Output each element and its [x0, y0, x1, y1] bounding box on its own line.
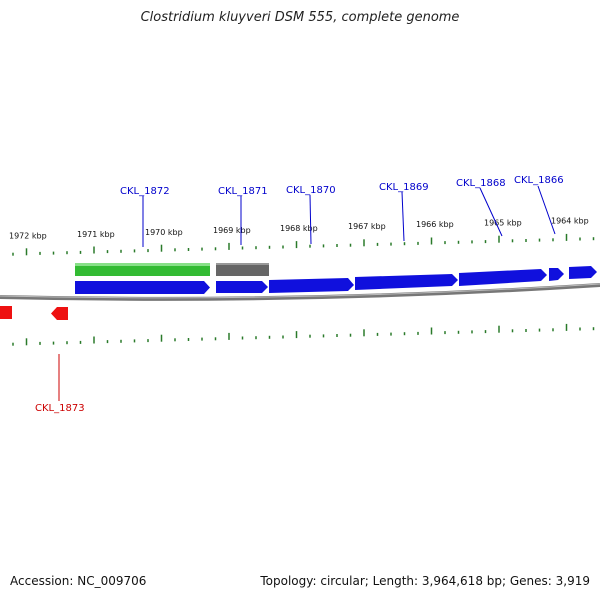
- genome-title: Clostridium kluyveri DSM 555, complete g…: [140, 10, 460, 25]
- scale-label: 1971 kbp: [77, 230, 115, 239]
- gene-arrow-ckl-1869[interactable]: [355, 274, 458, 290]
- gene-arrow-ckl-1868[interactable]: [459, 269, 547, 286]
- gene-arrow-ckl-1873[interactable]: [51, 307, 68, 320]
- gene-arrow-ckl-1867[interactable]: [549, 268, 564, 281]
- gene-arrow-minus-left[interactable]: [0, 306, 12, 319]
- feature-bar-grey[interactable]: [216, 263, 269, 276]
- feature-bar-grey-highlight: [216, 263, 269, 265]
- accession-text: Accession: NC_009706: [10, 574, 147, 588]
- rna-feature-bar-highlight: [75, 263, 210, 266]
- leader-ckl-1869: [401, 191, 405, 242]
- gene-arrow-ckl-1870[interactable]: [269, 278, 354, 293]
- scale-label: 1964 kbp: [551, 216, 589, 225]
- scale-ticks-top: [12, 233, 595, 256]
- scale-label: 1969 kbp: [213, 226, 251, 235]
- scale-labels: 1972 kbp 1971 kbp 1970 kbp 1969 kbp 1968 kbp…: [9, 216, 589, 240]
- scale-label: 1968 kbp: [280, 224, 318, 233]
- scale-label: 1970 kbp: [145, 228, 183, 237]
- scale-label: 1965 kbp: [484, 218, 522, 227]
- scale-label: 1966 kbp: [416, 220, 454, 229]
- gene-label-ckl-1870[interactable]: CKL_1870: [286, 185, 336, 196]
- scale-label: 1972 kbp: [9, 232, 47, 241]
- gene-label-ckl-1866[interactable]: CKL_1866: [514, 175, 564, 186]
- genome-backbone: [0, 283, 600, 301]
- gene-label-ckl-1872[interactable]: CKL_1872: [120, 186, 170, 197]
- rna-feature-bar[interactable]: [75, 263, 210, 276]
- gene-arrow-ckl-1866[interactable]: [569, 266, 597, 279]
- genome-backbone-highlight: [0, 283, 600, 299]
- gene-label-ckl-1873[interactable]: CKL_1873: [35, 403, 85, 414]
- gene-arrow-ckl-1872[interactable]: [75, 281, 210, 294]
- leader-ckl-1868: [479, 187, 503, 237]
- scale-label: 1967 kbp: [348, 222, 386, 231]
- gene-label-ckl-1868[interactable]: CKL_1868: [456, 178, 506, 189]
- gene-label-ckl-1871[interactable]: CKL_1871: [218, 186, 268, 197]
- scale-ticks-bottom: [12, 323, 595, 346]
- gene-arrow-ckl-1871[interactable]: [216, 281, 268, 293]
- leader-ckl-1866: [537, 185, 556, 235]
- genome-summary-text: Topology: circular; Length: 3,964,618 bp…: [260, 574, 590, 588]
- gene-label-ckl-1869[interactable]: CKL_1869: [379, 182, 429, 193]
- leader-ckl-1870: [309, 194, 312, 245]
